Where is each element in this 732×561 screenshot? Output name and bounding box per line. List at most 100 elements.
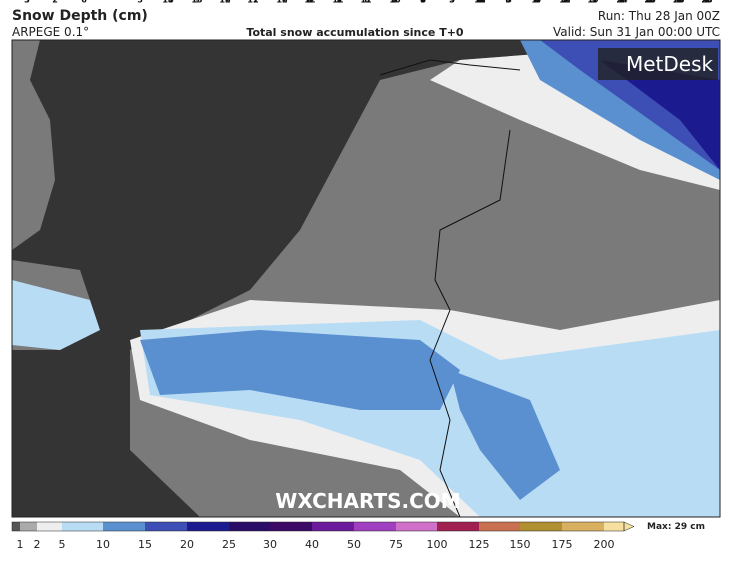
snow-value: 12 xyxy=(559,0,570,5)
snow-value: 17 xyxy=(531,0,542,5)
legend-arrow xyxy=(623,521,635,532)
snow-value: 8 xyxy=(704,0,710,5)
snow-value: 4 xyxy=(704,0,710,5)
snow-value: 1 xyxy=(477,0,483,5)
snow-value: 23 xyxy=(673,0,684,5)
legend-swatch xyxy=(37,522,62,531)
snow-value: 4 xyxy=(619,0,625,5)
legend-label: 125 xyxy=(469,538,490,551)
snow-value: 2 xyxy=(52,0,58,5)
snow-value: 1 xyxy=(704,0,710,5)
snow-value: 6 xyxy=(676,0,682,5)
snow-value: 11 xyxy=(360,0,372,5)
legend-label: 75 xyxy=(389,538,403,551)
snow-value: 23 xyxy=(701,0,712,5)
snow-value: 5 xyxy=(137,0,143,5)
snow-value: 23 xyxy=(701,0,712,5)
snow-value: 5 xyxy=(647,0,653,5)
snow-value: 7 xyxy=(676,0,682,5)
snow-value: 9 xyxy=(590,0,596,5)
snow-value: 6 xyxy=(477,0,483,5)
legend-label: 40 xyxy=(305,538,319,551)
legend-swatch xyxy=(520,522,562,531)
legend-swatch xyxy=(437,522,479,531)
legend-label: 50 xyxy=(347,538,361,551)
model: ARPEGE 0.1° xyxy=(12,25,89,39)
legend-label: 5 xyxy=(59,538,66,551)
snow-value: 1 xyxy=(647,0,653,5)
snow-value: 11 xyxy=(474,0,486,5)
snow-value: 1 xyxy=(619,0,625,5)
watermark: WXCHARTS.COM xyxy=(275,489,460,513)
legend-swatch xyxy=(62,522,103,531)
snow-value: 4 xyxy=(619,0,625,5)
logo-box xyxy=(598,48,718,80)
snow-value: 6 xyxy=(704,0,710,5)
legend-label: 30 xyxy=(263,538,277,551)
snow-value: 12 xyxy=(304,0,315,5)
snow-value: 4 xyxy=(420,0,426,5)
snow-value: 1 xyxy=(335,0,341,5)
legend-label: 1 xyxy=(17,538,24,551)
snow-value: 13 xyxy=(559,0,570,5)
snow-value: 10 xyxy=(276,0,288,5)
legend-swatch xyxy=(12,522,20,531)
snow-value: 5 xyxy=(364,0,370,5)
snow-value: 6 xyxy=(81,0,87,5)
snow-value: 7 xyxy=(336,0,342,5)
snow-value: 5 xyxy=(449,0,455,5)
snow-value: 9 xyxy=(534,0,540,5)
legend-swatch xyxy=(229,522,270,531)
snow-value: 3 xyxy=(24,0,30,5)
snow-value: 5 xyxy=(590,0,596,5)
legend-label: 2 xyxy=(34,538,41,551)
legend-max: Max: 29 cm xyxy=(647,522,705,532)
snow-value: 15 xyxy=(672,0,684,5)
snow-value: 3 xyxy=(449,0,455,5)
snow-value: 1 xyxy=(676,0,682,5)
run: Run: Thu 28 Jan 00Z xyxy=(598,9,720,23)
snow-value: 6 xyxy=(505,0,511,5)
logo: MetDesk xyxy=(626,52,714,76)
snow-value: 3 xyxy=(619,0,625,5)
snow-value: 12 xyxy=(474,0,485,5)
snow-value: 3 xyxy=(591,0,597,5)
legend-label: 175 xyxy=(552,538,573,551)
snow-value: 2 xyxy=(477,0,483,5)
legend-swatch xyxy=(145,522,187,531)
snow-value: 10 xyxy=(219,0,231,5)
snow-value: 9 xyxy=(590,0,596,5)
map xyxy=(11,39,721,518)
subtitle: Total snow accumulation since T+0 xyxy=(246,26,464,39)
legend-label: 20 xyxy=(180,538,194,551)
snow-value: 6 xyxy=(619,0,625,5)
snow-value: 19 xyxy=(559,0,571,5)
legend-label: 100 xyxy=(427,538,448,551)
legend-label: 10 xyxy=(96,538,110,551)
snow-value: 4 xyxy=(392,0,398,5)
snow-value: 2 xyxy=(647,0,653,5)
legend-swatch xyxy=(312,522,354,531)
snow-value: 14 xyxy=(162,0,174,5)
snow-value: 10 xyxy=(474,0,486,5)
legend-swatch xyxy=(479,522,520,531)
snow-value: 12 xyxy=(276,0,287,5)
snow-value: 19 xyxy=(587,0,599,5)
snow-value: 9 xyxy=(534,0,540,5)
snow-value: 6 xyxy=(364,0,370,5)
title: Snow Depth (cm) xyxy=(12,8,148,24)
snow-value: 3 xyxy=(336,0,342,5)
snow-value: 24 xyxy=(616,0,628,5)
snow-value: 5 xyxy=(534,0,540,5)
snow-value: 13 xyxy=(191,0,202,5)
snow-value: 9 xyxy=(420,0,426,5)
legend-swatch xyxy=(354,522,396,531)
snow-value: 3 xyxy=(24,0,30,5)
legend-swatch xyxy=(396,522,437,531)
snow-value: 3 xyxy=(506,0,512,5)
snow-value: 9 xyxy=(505,0,511,5)
snow-value: 9 xyxy=(449,0,455,5)
snow-value: 5 xyxy=(619,0,625,5)
snow-value: 1 xyxy=(534,0,540,5)
snow-value: 2 xyxy=(562,0,568,5)
